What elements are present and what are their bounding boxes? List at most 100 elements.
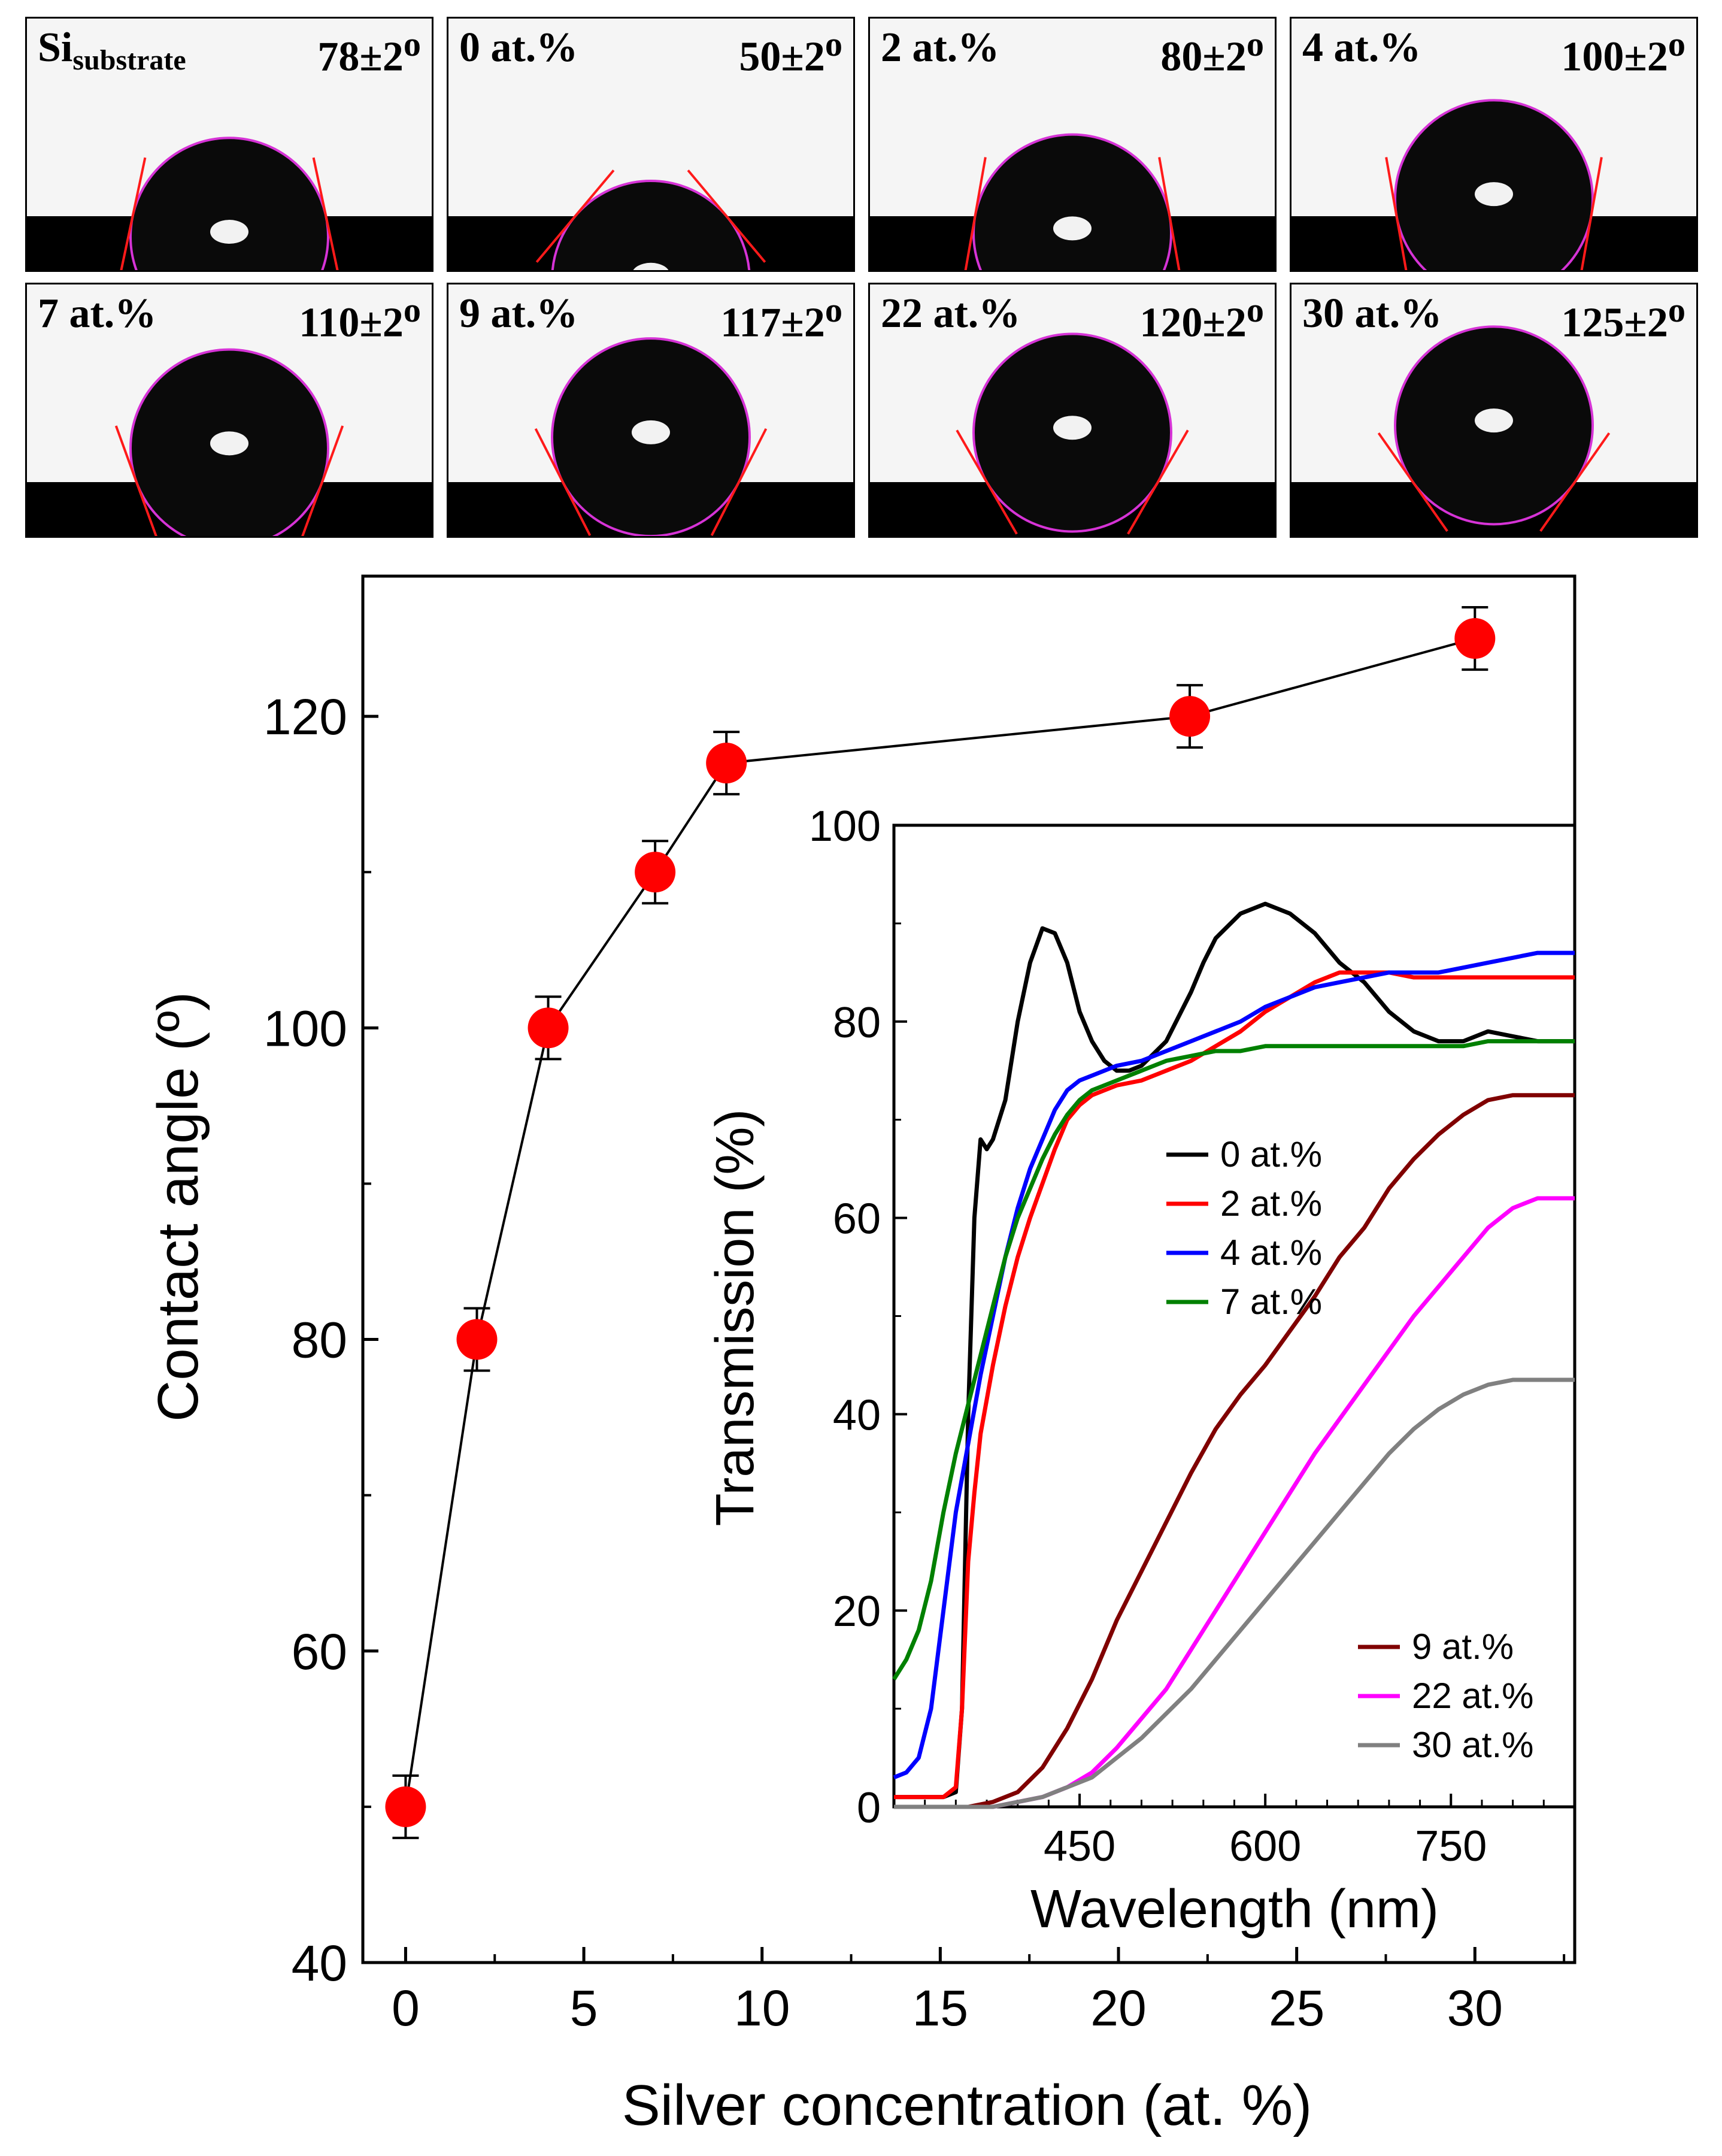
data-point xyxy=(635,852,676,893)
droplet-highlight xyxy=(1053,416,1092,440)
droplet-highlight xyxy=(1475,408,1513,433)
main-y-tick-label: 40 xyxy=(292,1935,347,1991)
legend-label: 0 at.% xyxy=(1220,1134,1322,1174)
droplet-highlight xyxy=(210,431,248,456)
inset-x-tick-label: 450 xyxy=(1044,1822,1115,1870)
tangent-line xyxy=(1377,432,1448,532)
main-x-tick-label: 30 xyxy=(1447,1980,1503,2036)
panel-angle-label: 125±2o xyxy=(1561,290,1685,346)
fit-circle xyxy=(972,133,1172,270)
inset-x-tick-label: 750 xyxy=(1415,1822,1487,1870)
tangent-line xyxy=(1158,157,1181,270)
panel-angle-label: 78±2o xyxy=(317,25,421,80)
transmission-series-line xyxy=(894,1377,1575,1809)
main-x-tick-label: 0 xyxy=(392,1980,420,2036)
droplet xyxy=(131,138,328,270)
inset-y-tick-label: 20 xyxy=(833,1588,881,1636)
fit-circle xyxy=(129,137,329,270)
legend-label: 30 at.% xyxy=(1412,1725,1533,1765)
panel-label: 4 at.% xyxy=(1302,25,1421,71)
tangent-line xyxy=(964,157,987,270)
droplet-panel: 22 at.% 120±2o xyxy=(868,283,1277,538)
data-point xyxy=(456,1319,498,1360)
transmission-series-line xyxy=(893,950,1575,1780)
panel-angle-label: 80±2o xyxy=(1160,25,1264,80)
inset-y-tick-label: 80 xyxy=(833,999,881,1047)
transmission-series-line xyxy=(894,970,1575,1800)
droplet-image xyxy=(1292,284,1696,536)
inset-y-tick-label: 60 xyxy=(833,1195,881,1243)
fit-circle xyxy=(1394,99,1594,270)
inset-plot-frame xyxy=(892,823,1577,1809)
transmission-series-line xyxy=(894,1093,1575,1809)
droplet-image xyxy=(27,284,432,536)
panel-angle-label: 117±2o xyxy=(720,290,842,346)
fit-circle xyxy=(129,348,329,536)
panel-angle-label: 100±2o xyxy=(1561,25,1685,80)
data-point xyxy=(527,1007,569,1049)
fit-circle xyxy=(1394,325,1594,526)
tangent-line xyxy=(312,157,339,270)
droplet-panel: 30 at.% 125±2o xyxy=(1290,283,1698,538)
data-point xyxy=(706,743,747,784)
inset-y-tick-label: 40 xyxy=(833,1391,881,1439)
main-y-tick-label: 80 xyxy=(292,1312,347,1368)
tangent-line xyxy=(687,169,766,263)
tangent-line xyxy=(114,425,157,536)
main-y-axis-label: Contact angle (º) xyxy=(146,992,210,1422)
main-x-tick-label: 10 xyxy=(734,1980,790,2036)
data-point xyxy=(385,1786,426,1827)
transmission-series-line xyxy=(892,1039,1575,1680)
data-point xyxy=(1169,696,1211,737)
main-x-tick-label: 15 xyxy=(912,1980,968,2036)
panel-label: 2 at.% xyxy=(881,25,1000,71)
inset-x-tick-label: 600 xyxy=(1229,1822,1301,1870)
droplet-panel: 4 at.% 100±2o xyxy=(1290,17,1698,272)
panel-angle-label: 110±2o xyxy=(299,290,421,346)
droplet-panel: 2 at.% 80±2o xyxy=(868,17,1277,272)
inset-y-tick-label: 100 xyxy=(809,803,881,850)
panel-label: 9 at.% xyxy=(459,290,578,337)
legend-label: 4 at.% xyxy=(1220,1233,1322,1273)
legend-label: 7 at.% xyxy=(1220,1282,1322,1322)
droplet-highlight xyxy=(210,220,248,244)
droplet-panel: 7 at.% 110±2o xyxy=(25,283,433,538)
legend-label: 2 at.% xyxy=(1220,1183,1322,1224)
fit-circle xyxy=(551,337,751,536)
data-point xyxy=(1454,618,1496,659)
main-y-tick-label: 60 xyxy=(292,1624,347,1680)
droplet-panel: 9 at.% 117±2o xyxy=(447,283,855,538)
fit-circle xyxy=(551,180,751,270)
droplet-image xyxy=(448,284,853,536)
droplet-image xyxy=(27,19,432,270)
tangent-line xyxy=(956,429,1018,535)
tangent-line xyxy=(301,425,344,536)
panel-label: Sisubstrate xyxy=(38,25,186,76)
tangent-line xyxy=(1127,429,1189,535)
tangent-line xyxy=(535,169,615,263)
panel-angle-label: 50±2o xyxy=(739,25,842,80)
droplet-image xyxy=(1292,19,1696,270)
droplet xyxy=(552,181,750,270)
droplet-image xyxy=(448,19,853,270)
droplet-panel: 0 at.% 50±2o xyxy=(447,17,855,272)
panel-angle-label: 120±2o xyxy=(1139,290,1264,346)
tangent-line xyxy=(1385,157,1408,270)
droplet-highlight xyxy=(632,420,670,444)
inset-y-tick-label: 0 xyxy=(857,1784,881,1832)
panel-label: 30 at.% xyxy=(1302,290,1442,337)
main-y-tick-label: 120 xyxy=(263,689,347,745)
main-y-tick-label: 100 xyxy=(263,1000,347,1056)
tangent-line xyxy=(1539,432,1611,532)
fit-circle xyxy=(972,332,1172,533)
droplet-highlight xyxy=(633,262,669,270)
panel-label: 7 at.% xyxy=(38,290,157,337)
droplet-image xyxy=(870,284,1275,536)
droplet xyxy=(974,134,1171,270)
tangent-line xyxy=(120,157,147,270)
tangent-line xyxy=(534,428,592,536)
droplet-highlight xyxy=(1475,182,1513,207)
inset-x-axis-label: Wavelength (nm) xyxy=(1030,1879,1439,1939)
inset-y-axis-label: Transmission (%) xyxy=(705,1109,765,1527)
